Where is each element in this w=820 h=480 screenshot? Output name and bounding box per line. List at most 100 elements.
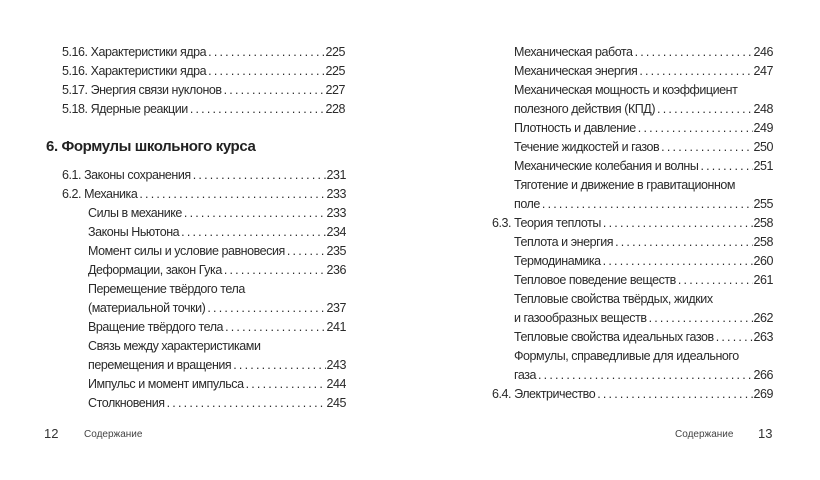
toc-entry[interactable]: Механическая мощность и коэффициент полез… (410, 81, 820, 119)
toc-page-number: 266 (753, 368, 773, 382)
toc-page-number: 243 (326, 358, 346, 372)
toc-entry-line: Момент силы и условие равновесия 235 (88, 242, 346, 261)
toc-page-number: 247 (753, 64, 773, 78)
dot-leader (633, 43, 754, 62)
toc-entry[interactable]: Формулы, справедливые для идеального газа… (410, 347, 820, 385)
toc-entry-line: Формулы, справедливые для идеального (514, 347, 773, 366)
right-page: Механическая работа 246 Механическая энерг… (410, 0, 820, 480)
toc-entry[interactable]: Механическая работа 246 (410, 43, 820, 62)
toc-entry-title: Импульс и момент импульса (88, 377, 244, 391)
running-footer: Содержание (675, 429, 734, 440)
toc-entry[interactable]: 6.1. Законы сохранения 231 (0, 166, 410, 185)
toc-entry-title: Механическая энергия (514, 64, 638, 78)
toc-entry[interactable]: Течение жидкостей и газов 250 (410, 138, 820, 157)
toc-entry-line: Тепловые свойства твёрдых, жидких (514, 290, 773, 309)
page-number: 12 (44, 426, 59, 441)
toc-entry-line: Теплота и энергия 258 (514, 233, 773, 252)
toc-page-number: 249 (753, 121, 773, 135)
toc-entry-title: Силы в механике (88, 206, 182, 220)
dot-leader (188, 100, 326, 119)
toc-entry-line: перемещения и вращения 243 (88, 356, 346, 375)
toc-entry[interactable]: Тепловые свойства идеальных газов 263 (410, 328, 820, 347)
toc-page-number: 248 (753, 102, 773, 116)
dot-leader (223, 318, 326, 337)
toc-entry[interactable]: 5.16. Характеристики ядра 225 (0, 43, 410, 62)
toc-page-number: 261 (753, 273, 773, 287)
toc-entry[interactable]: Механическая энергия 247 (410, 62, 820, 81)
toc-page-number: 225 (325, 45, 345, 59)
toc-entry-line: Законы Ньютона 234 (88, 223, 346, 242)
toc-entry-line: Перемещение твёрдого тела (88, 280, 346, 299)
toc-entry-title: 6.4. Электричество (492, 387, 596, 401)
toc-entry-line: 5.18. Ядерные реакции 228 (62, 100, 345, 119)
toc-entry-title: Связь между характеристиками (88, 339, 261, 353)
toc-entry-title: 5.16. Характеристики ядра (62, 45, 207, 59)
running-footer: Содержание (84, 429, 143, 440)
toc-entry-title: Тепловое поведение веществ (514, 273, 676, 287)
toc-entry-line: и газообразных веществ 262 (514, 309, 773, 328)
toc-entry-line: (материальной точки) 237 (88, 299, 346, 318)
dot-leader (601, 214, 754, 233)
dot-leader (659, 138, 753, 157)
toc-entry-title: Вращение твёрдого тела (88, 320, 224, 334)
toc-entry-line: Механическая мощность и коэффициент (514, 81, 773, 100)
toc-entry[interactable]: Законы Ньютона 234 (0, 223, 410, 242)
toc-entry-line: Столкновения 245 (88, 394, 346, 413)
dot-leader (285, 242, 327, 261)
toc-page-number: 263 (753, 330, 773, 344)
toc-entry[interactable]: Теплота и энергия 258 (410, 233, 820, 252)
toc-entry-title: Столкновения (88, 396, 165, 410)
toc-entry-line: 6.4. Электричество 269 (492, 385, 773, 404)
dot-leader (714, 328, 754, 347)
toc-entry-title: 6.1. Законы сохранения (62, 168, 191, 182)
toc-entry-title: перемещения и вращения (88, 358, 232, 372)
toc-entry[interactable]: Вращение твёрдого тела 241 (0, 318, 410, 337)
toc-entry-title: Плотность и давление (514, 121, 636, 135)
toc-entry-title: Термодинамика (514, 254, 601, 268)
toc-entry[interactable]: Столкновения 245 (0, 394, 410, 413)
toc-entry-line: Термодинамика 260 (514, 252, 773, 271)
toc-entry[interactable]: Деформации, закон Гука 236 (0, 261, 410, 280)
toc-entry[interactable]: Момент силы и условие равновесия 235 (0, 242, 410, 261)
toc-entry[interactable]: 5.16. Характеристики ядра 225 (0, 62, 410, 81)
toc-entry[interactable]: Силы в механике 233 (0, 204, 410, 223)
toc-entry[interactable]: Импульс и момент импульса 244 (0, 375, 410, 394)
dot-leader (191, 166, 327, 185)
dot-leader (231, 356, 326, 375)
toc-entry[interactable]: Тяготение и движение в гравитационном пол… (410, 176, 820, 214)
toc-entry[interactable]: 6.3. Теория теплоты 258 (410, 214, 820, 233)
toc-entry[interactable]: Термодинамика 260 (410, 252, 820, 271)
toc-entry[interactable]: 5.17. Энергия связи нуклонов 227 (0, 81, 410, 100)
toc-entry-line: 6.2. Механика 233 (62, 185, 346, 204)
toc-entry[interactable]: 5.18. Ядерные реакции 228 (0, 100, 410, 119)
toc-page-number: 260 (753, 254, 773, 268)
toc-entry[interactable]: Связь между характеристиками перемещения … (0, 337, 410, 375)
toc-entry[interactable]: Тепловое поведение веществ 261 (410, 271, 820, 290)
toc-entry-title: Механическая работа (514, 45, 633, 59)
toc-page-number: 245 (326, 396, 346, 410)
dot-leader (206, 62, 325, 81)
left-page: 5.16. Характеристики ядра2255.16. Характ… (0, 0, 410, 480)
toc-entry-line: газа 266 (514, 366, 773, 385)
toc-entry-line: 5.16. Характеристики ядра 225 (62, 62, 345, 81)
toc-entry-title: полезного действия (КПД) (514, 102, 656, 116)
toc-entry-line: Деформации, закон Гука 236 (88, 261, 346, 280)
toc-entry-title: 6.2. Механика (62, 187, 138, 201)
dot-leader (647, 309, 754, 328)
toc-entry[interactable]: Тепловые свойства твёрдых, жидких и газоо… (410, 290, 820, 328)
dot-leader (698, 157, 753, 176)
toc-entry-title: Течение жидкостей и газов (514, 140, 660, 154)
toc-entry[interactable]: Механические колебания и волны 251 (410, 157, 820, 176)
dot-leader (636, 119, 754, 138)
toc-list-top: 5.16. Характеристики ядра2255.16. Характ… (0, 43, 410, 119)
dot-leader (206, 43, 325, 62)
toc-entry[interactable]: Плотность и давление 249 (410, 119, 820, 138)
dot-leader (637, 62, 753, 81)
toc-entry[interactable]: 6.4. Электричество 269 (410, 385, 820, 404)
toc-page-number: 241 (326, 320, 346, 334)
toc-entry[interactable]: Перемещение твёрдого тела (материальной т… (0, 280, 410, 318)
toc-list: Механическая работа 246 Механическая энерг… (410, 43, 820, 404)
toc-entry-line: 6.3. Теория теплоты 258 (492, 214, 773, 233)
toc-page-number: 235 (326, 244, 346, 258)
toc-entry[interactable]: 6.2. Механика 233 (0, 185, 410, 204)
